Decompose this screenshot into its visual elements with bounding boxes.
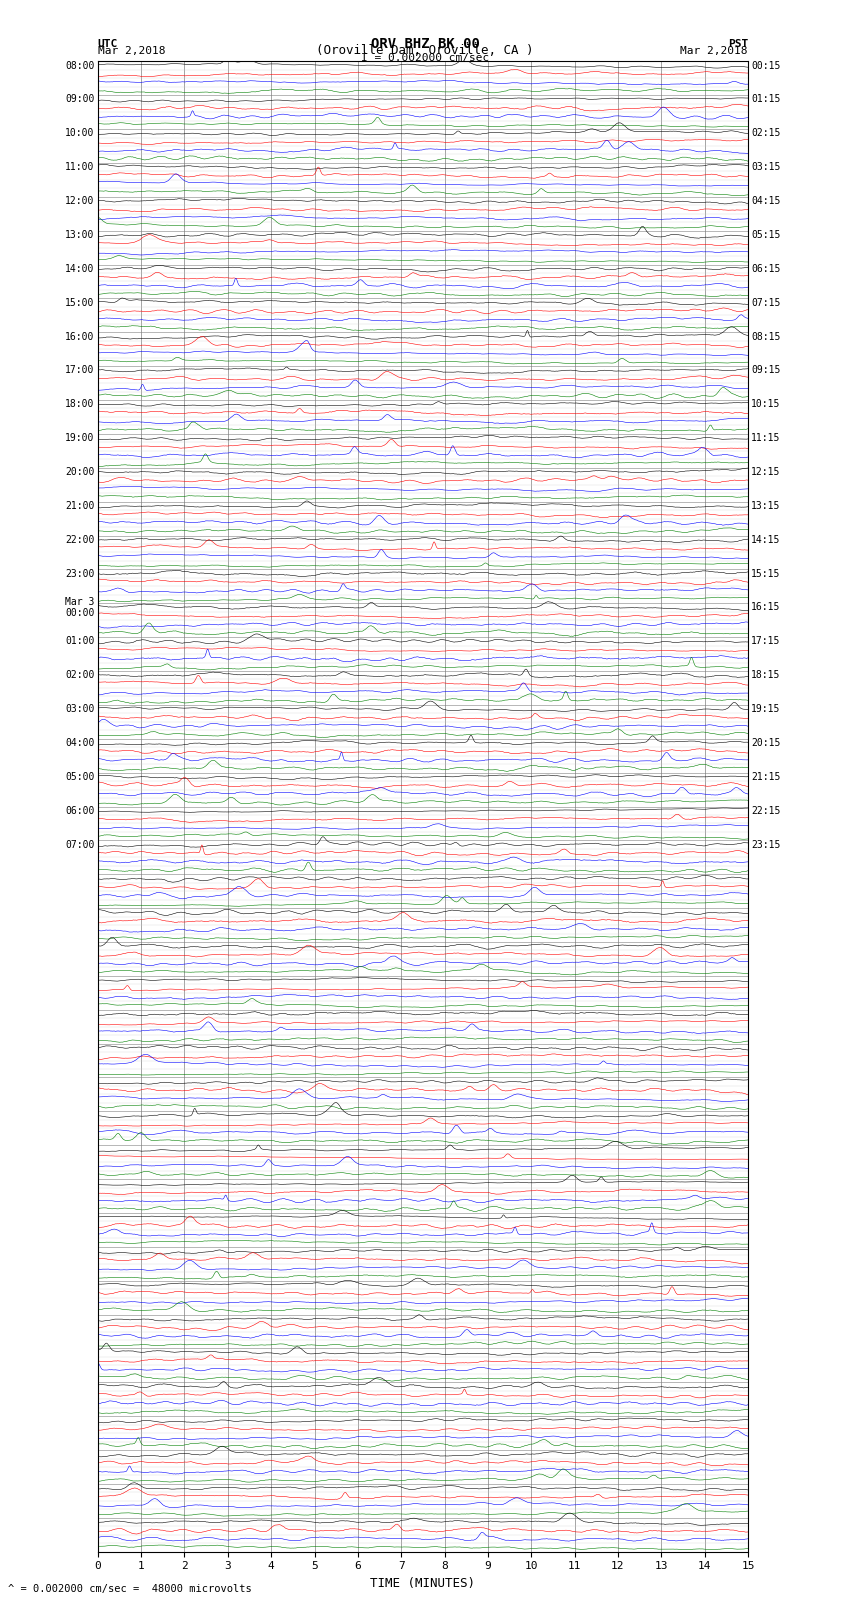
Text: 23:00: 23:00 [65,569,94,579]
Text: ORV BHZ BK 00: ORV BHZ BK 00 [371,37,479,50]
Text: 21:00: 21:00 [65,502,94,511]
Text: 04:15: 04:15 [751,197,780,206]
Text: 18:00: 18:00 [65,400,94,410]
Text: 22:00: 22:00 [65,536,94,545]
Text: 05:15: 05:15 [751,231,780,240]
Text: 01:15: 01:15 [751,95,780,105]
Text: 09:00: 09:00 [65,95,94,105]
Text: UTC: UTC [98,39,118,50]
Text: 15:15: 15:15 [751,569,780,579]
Text: 08:15: 08:15 [751,332,780,342]
Text: 05:00: 05:00 [65,773,94,782]
Text: 14:15: 14:15 [751,536,780,545]
Text: 08:00: 08:00 [65,61,94,71]
Text: 23:15: 23:15 [751,840,780,850]
Text: 07:00: 07:00 [65,840,94,850]
Text: 11:15: 11:15 [751,434,780,444]
Text: I = 0.002000 cm/sec: I = 0.002000 cm/sec [361,53,489,63]
Text: 06:00: 06:00 [65,806,94,816]
Text: 10:15: 10:15 [751,400,780,410]
Text: 03:15: 03:15 [751,163,780,173]
Text: 04:00: 04:00 [65,739,94,748]
Text: 16:15: 16:15 [751,603,780,613]
Text: 21:15: 21:15 [751,773,780,782]
Text: 10:00: 10:00 [65,129,94,139]
Text: ^ = 0.002000 cm/sec =  48000 microvolts: ^ = 0.002000 cm/sec = 48000 microvolts [8,1584,252,1594]
Text: Mar 2,2018: Mar 2,2018 [98,45,165,56]
Text: Mar 3
00:00: Mar 3 00:00 [65,597,94,618]
Text: 20:15: 20:15 [751,739,780,748]
Text: 02:15: 02:15 [751,129,780,139]
Text: Mar 2,2018: Mar 2,2018 [681,45,748,56]
Text: 11:00: 11:00 [65,163,94,173]
Text: 20:00: 20:00 [65,468,94,477]
Text: 15:00: 15:00 [65,298,94,308]
Text: 12:00: 12:00 [65,197,94,206]
Text: 12:15: 12:15 [751,468,780,477]
Text: 16:00: 16:00 [65,332,94,342]
X-axis label: TIME (MINUTES): TIME (MINUTES) [371,1578,475,1590]
Text: 13:15: 13:15 [751,502,780,511]
Text: 13:00: 13:00 [65,231,94,240]
Text: 02:00: 02:00 [65,671,94,681]
Text: 07:15: 07:15 [751,298,780,308]
Text: 09:15: 09:15 [751,366,780,376]
Text: 18:15: 18:15 [751,671,780,681]
Text: 06:15: 06:15 [751,265,780,274]
Text: PST: PST [728,39,748,50]
Text: 17:00: 17:00 [65,366,94,376]
Text: 14:00: 14:00 [65,265,94,274]
Text: 22:15: 22:15 [751,806,780,816]
Text: 19:00: 19:00 [65,434,94,444]
Text: 17:15: 17:15 [751,637,780,647]
Text: 03:00: 03:00 [65,705,94,715]
Text: (Oroville Dam, Oroville, CA ): (Oroville Dam, Oroville, CA ) [316,44,534,58]
Text: 01:00: 01:00 [65,637,94,647]
Text: 19:15: 19:15 [751,705,780,715]
Text: 00:15: 00:15 [751,61,780,71]
